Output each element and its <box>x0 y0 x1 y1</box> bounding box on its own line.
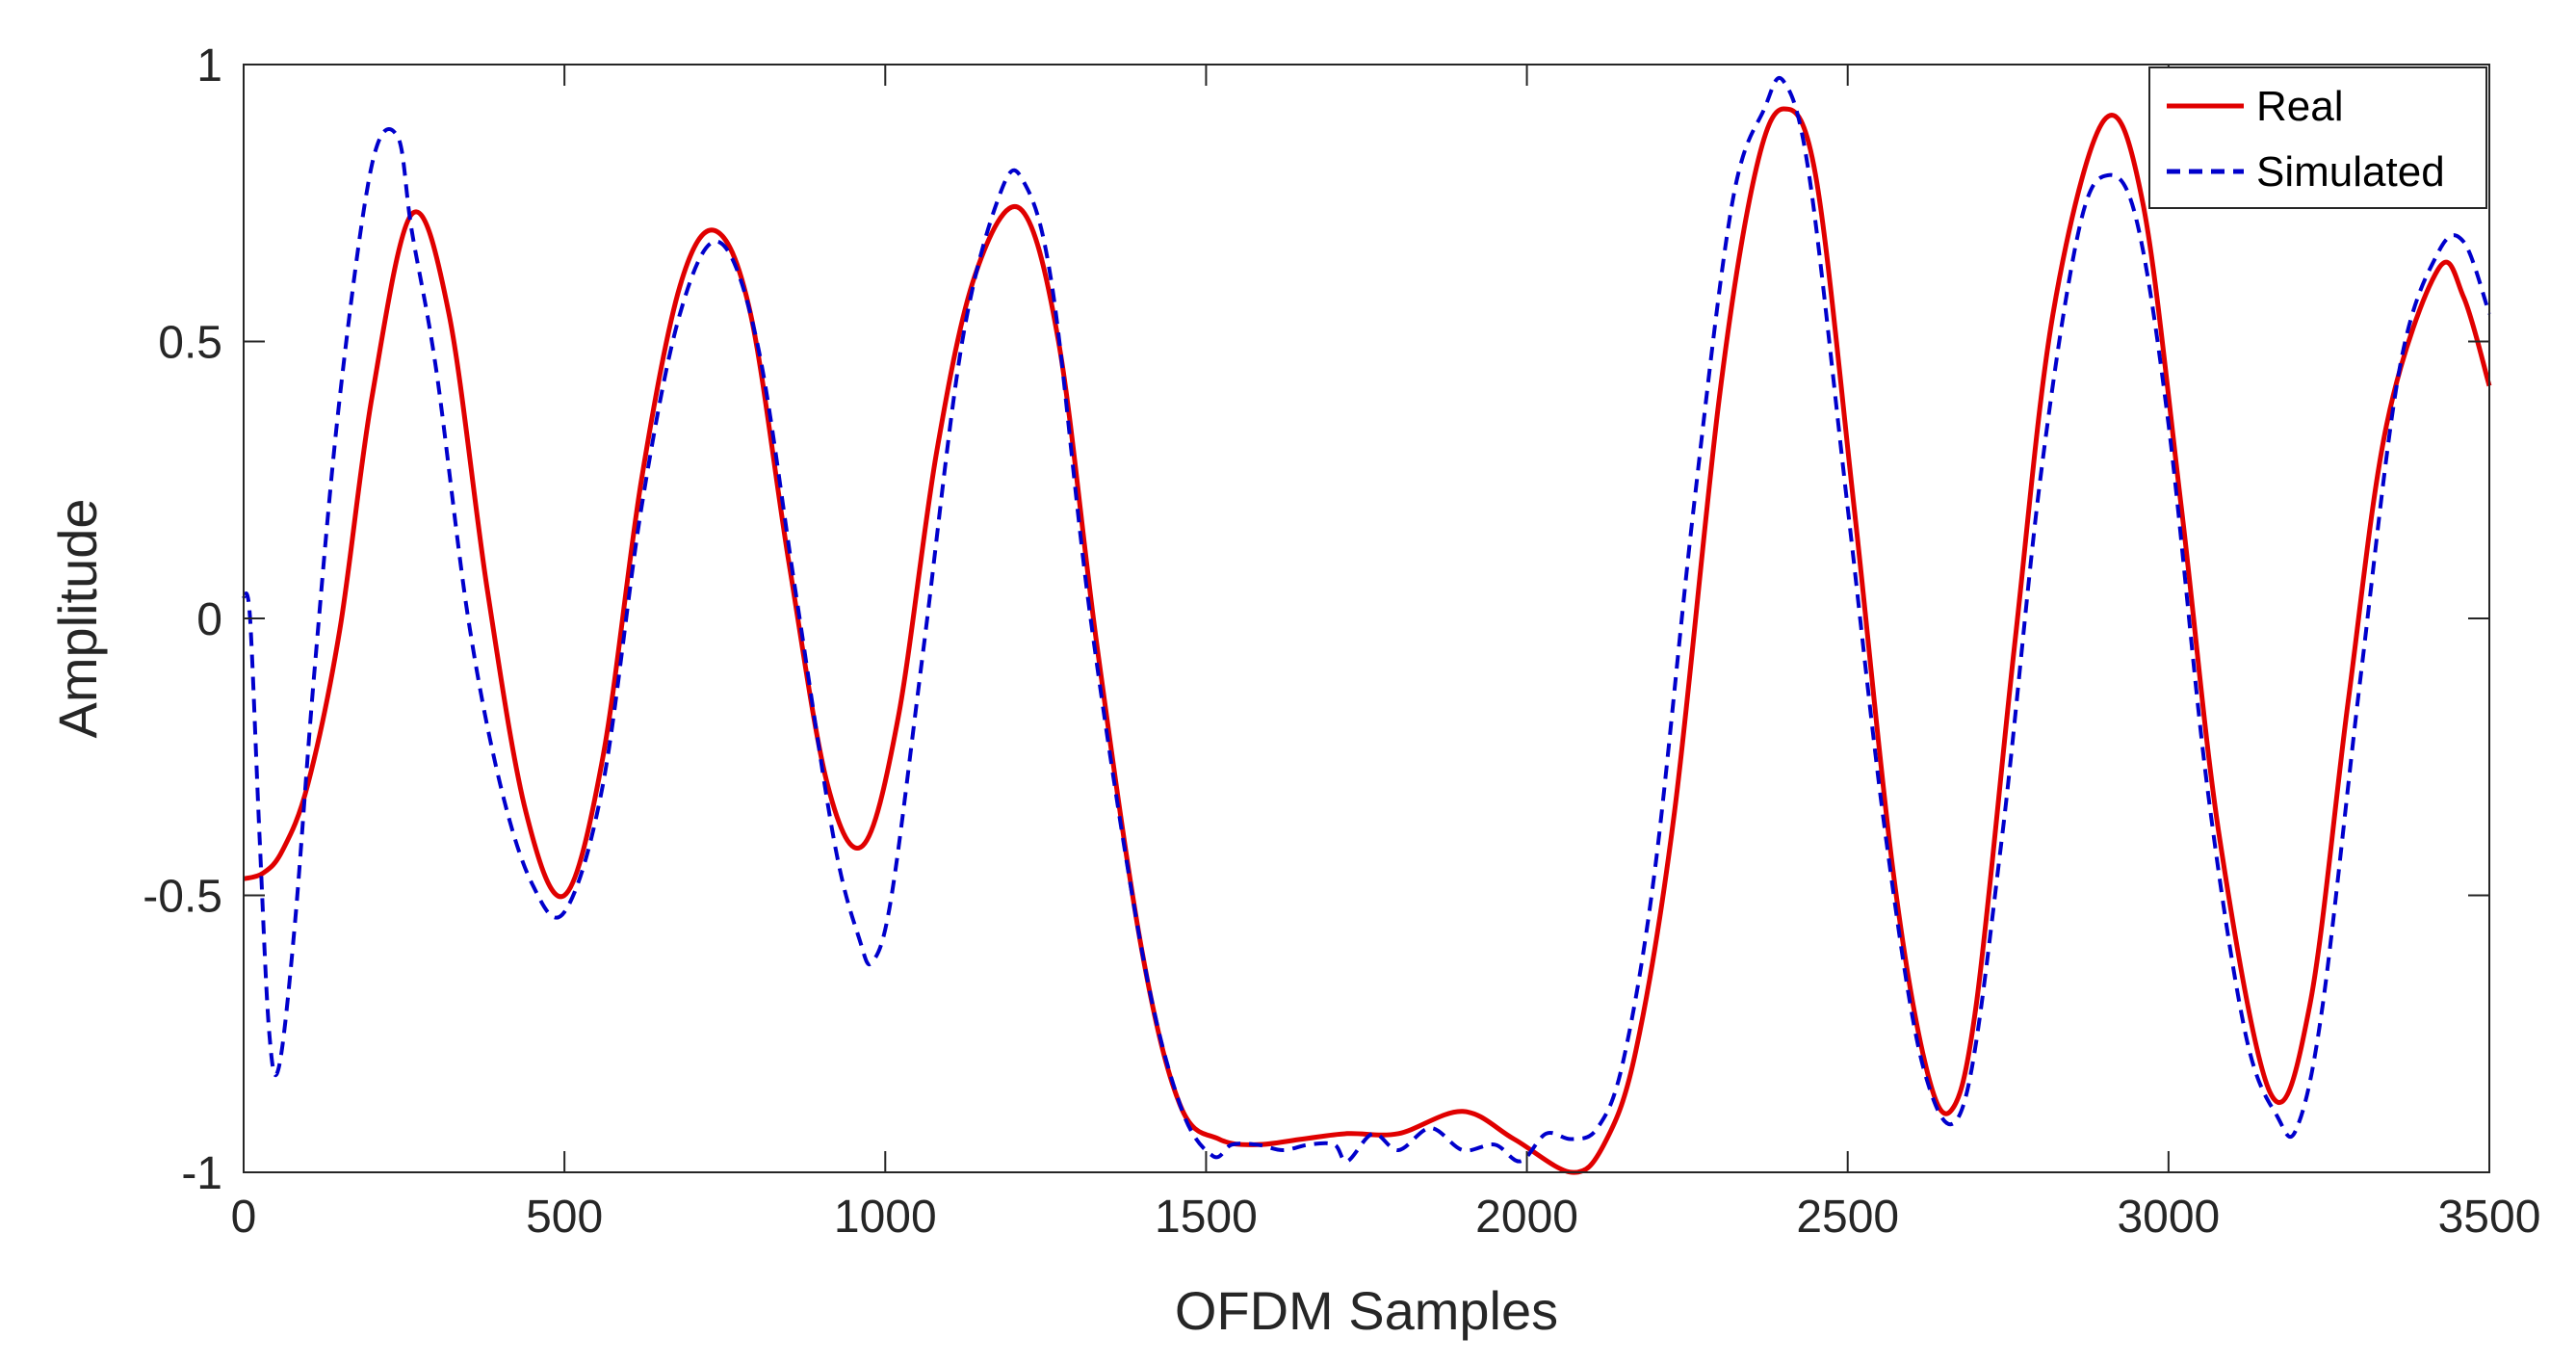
x-axis-label: OFDM Samples <box>1175 1280 1558 1341</box>
y-tick-label: 0.5 <box>158 318 222 369</box>
ticks-layer: 0 500 1000 1500 2000 2500 3000 3500 -1 -0.5 0 0.5 1 <box>143 40 2540 1243</box>
series-line-simulated <box>242 75 2491 1164</box>
legend-label-simulated: Simulated <box>2256 148 2445 196</box>
y-tick-label: 0 <box>196 594 222 645</box>
legend-box <box>2148 66 2487 209</box>
plot-area <box>244 65 2489 1172</box>
x-tick-label: 2500 <box>1796 1192 1899 1243</box>
series-layer <box>242 75 2492 1175</box>
x-tick-label: 3500 <box>2438 1192 2541 1243</box>
legend: Real Simulated <box>2148 66 2487 209</box>
x-tick-label: 3000 <box>2117 1192 2220 1243</box>
legend-label-real: Real <box>2256 83 2344 130</box>
x-tick-label: 1000 <box>834 1192 937 1243</box>
y-tick-label: -1 <box>181 1148 222 1199</box>
x-tick-label: 0 <box>231 1192 257 1243</box>
x-tick-label: 1500 <box>1155 1192 1258 1243</box>
y-tick-label: -0.5 <box>143 872 222 923</box>
y-tick-label: 1 <box>196 40 222 92</box>
series-line-real <box>243 106 2492 1175</box>
y-axis-label: Amplitude <box>47 498 108 738</box>
x-tick-label: 500 <box>526 1192 603 1243</box>
x-tick-label: 2000 <box>1475 1192 1578 1243</box>
